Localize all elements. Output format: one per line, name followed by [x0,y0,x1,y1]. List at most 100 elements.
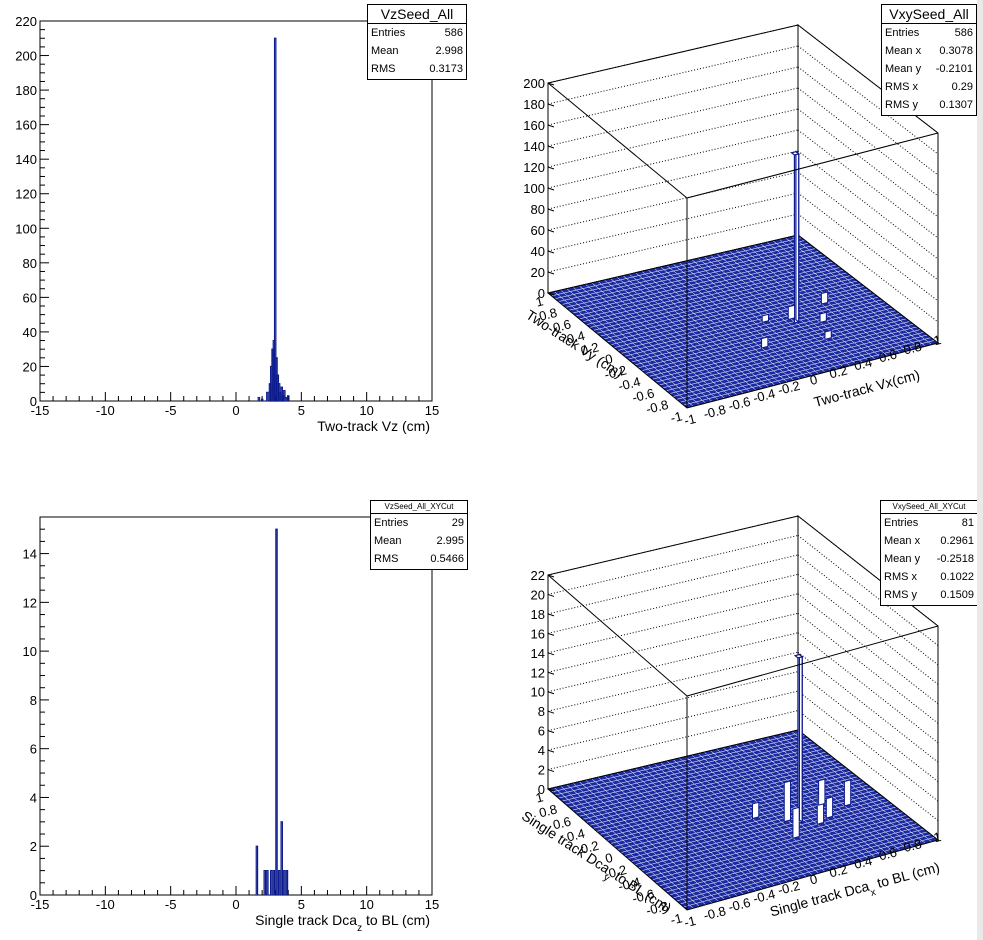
stats-row-mean: Mean 2.998 [371,45,463,57]
histogram-bar [283,390,286,402]
histogram-bar [260,398,264,402]
grid-line [797,108,939,218]
x-tick-label: 0.2 [828,362,849,381]
small-bar [843,779,852,807]
z-tick-label: 8 [538,704,545,719]
y-tick-label: -0.4 [617,874,642,894]
grid-line [547,192,799,252]
grid-line [547,24,799,84]
x-tick-label: 0.6 [877,347,898,366]
y-tick-label: -0.2 [603,862,628,882]
box-edge [547,574,688,697]
y-tick-label: 0.2 [579,838,600,857]
x-tick-label: -0.6 [727,394,752,414]
x-tick-label: 15 [425,897,439,912]
small-bar [824,329,832,340]
y-tick-label: 120 [15,187,37,202]
x-tick-label: 0.2 [828,861,849,880]
grid-line [547,671,799,732]
small-bar [825,796,834,819]
grid-line [797,192,939,302]
y-tick-label: -1 [669,910,684,927]
z-tick [547,691,555,695]
histogram-bar [277,870,281,896]
stats-row-rms-y: RMS y 0.1509 [884,589,974,601]
z-tick-label: 160 [523,118,545,133]
grid-line [797,213,939,323]
z-tick [547,229,555,233]
histogram-VzSeed_All: -15 -10 -5 0 5 10 15 0 20 40 60 80 100 120 140 160 180 20… [15,14,439,434]
x-tick-label: -10 [96,403,115,418]
x-tick-label: -5 [165,403,177,418]
stats-title: VxySeed_All_XYCut [881,501,977,514]
y-tick-label: 0.8 [537,305,558,324]
grid-line [797,129,939,239]
histogram-bar [287,395,290,402]
grid-line [547,87,799,147]
z-tick [547,166,555,170]
z-tick [547,632,555,636]
small-bar [783,780,792,823]
small-bar [761,336,769,349]
y-tick-label: 0.4 [565,328,586,347]
z-tick-label: 14 [531,646,545,661]
y-tick-label: -0.8 [644,898,669,918]
y-tick-label: 0 [30,888,37,903]
z-tick [547,613,555,617]
small-bar [792,806,800,839]
y-tick-label: 60 [23,290,37,305]
z-tick-label: 100 [523,181,545,196]
x-tick-label: -1 [682,411,697,428]
z-tick [547,769,555,773]
z-tick-label: 10 [531,685,545,700]
grid-line [547,66,799,126]
z-tick-label: 12 [531,665,545,680]
z-tick-label: 6 [538,724,545,739]
y-tick-label: -0.4 [617,374,642,394]
z-tick [547,652,555,656]
z-tick [547,671,555,675]
stats-box-vxyseed-all-xycut: VxySeed_All_XYCut Entries 81 Mean x 0.2961… [880,500,978,606]
grid-line [547,108,799,168]
y-tick-label: 80 [23,256,37,271]
grid-line [797,150,939,260]
x-tick-label: -1 [682,913,697,930]
stats-row-rms-y: RMS y 0.1307 [885,99,973,111]
stats-box-vzseed-all: VzSeed_All Entries 586 Mean 2.998 RMS 0.317… [367,4,467,80]
x-tick-label: 0 [808,372,819,388]
y-tick-label: -0.6 [631,886,656,906]
x-tick-label: 5 [298,403,305,418]
floor-outline [546,234,940,409]
z-tick-label: 40 [531,244,545,259]
stats-row-mean-x: Mean x 0.2961 [884,535,974,547]
x-tick-label: -0.4 [751,386,776,406]
histogram-bar [284,396,287,402]
grid-line [547,612,799,673]
y-tick-label: -1 [669,408,684,425]
x-tick-label: -0.8 [702,903,727,923]
floor-cells [547,234,939,409]
y-tick-label: 1 [534,789,545,805]
y-tick-label: 0.2 [579,339,600,358]
y-tick-label: 200 [15,49,37,64]
stats-row-rms-x: RMS x 0.1022 [884,571,974,583]
z-tick [547,208,555,212]
z-tick [547,145,555,149]
y-tick-label: 0.6 [551,814,572,833]
x-tick-label: 0.4 [852,853,873,872]
stats-row-rms-x: RMS x 0.29 [885,81,973,93]
z-tick [547,124,555,128]
box-edge [686,625,939,697]
z-tick [547,292,555,296]
small-bar [818,778,826,806]
z-tick-label: 20 [531,265,545,280]
x-tick-label: 0.4 [852,354,873,373]
stats-title: VzSeed_All_XYCut [371,501,467,514]
stats-row-mean: Mean 2.995 [374,535,464,547]
z-tick [547,187,555,191]
histogram-bar [273,37,277,402]
z-tick-label: 2 [538,763,545,778]
stats-row-mean-y: Mean y -0.2101 [885,63,973,75]
